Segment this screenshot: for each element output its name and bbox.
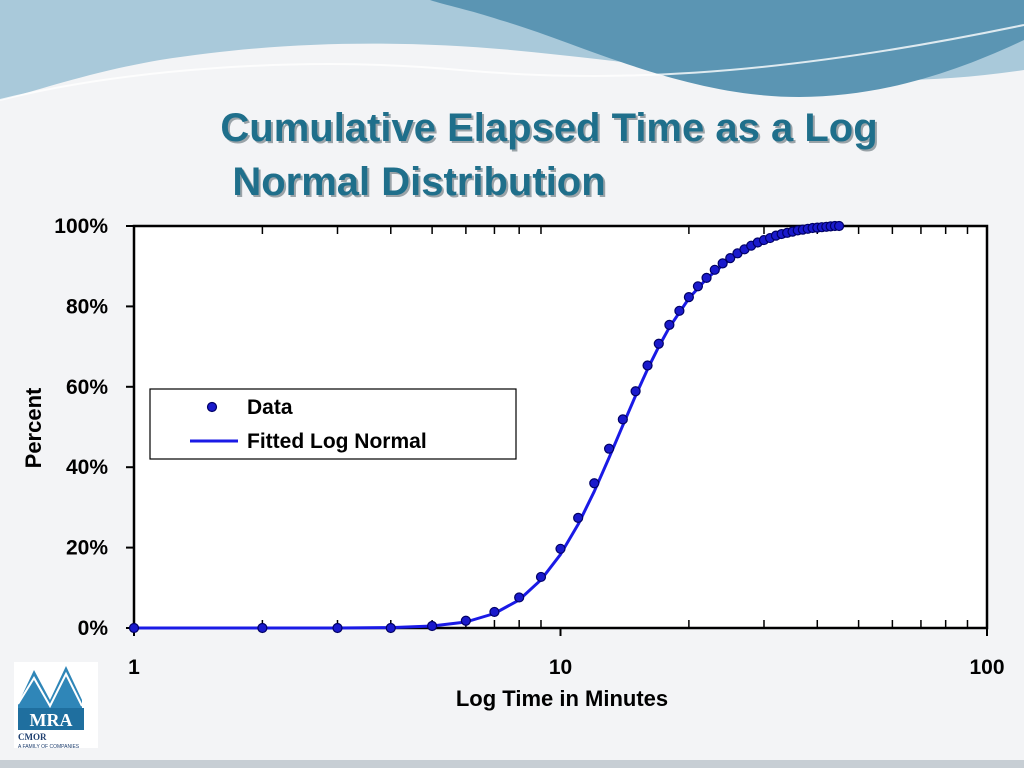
legend-label-data: Data	[247, 396, 293, 419]
data-point	[653, 338, 664, 349]
logo-subtext: CMOR	[18, 732, 47, 742]
data-point	[460, 615, 471, 626]
series-layer	[128, 220, 845, 634]
y-tick-label: 80%	[66, 295, 108, 318]
data-point	[692, 281, 704, 292]
slide-title-line-1: Cumulative Elapsed Time as a Log	[220, 106, 878, 150]
x-axis-ticks: 1 10 100	[128, 628, 1005, 679]
bottom-bar	[0, 760, 1024, 768]
data-point	[617, 414, 628, 425]
logo-text: MRA	[30, 710, 73, 730]
data-point	[589, 478, 600, 489]
y-axis-ticks: 0% 20% 40% 60% 80% 100%	[54, 215, 134, 640]
data-point	[257, 622, 268, 634]
y-tick-label: 100%	[54, 215, 108, 238]
y-tick-label: 40%	[66, 456, 108, 479]
data-point	[630, 386, 641, 397]
mra-logo: MRA CMOR A FAMILY OF COMPANIES	[12, 660, 102, 752]
data-point	[128, 622, 140, 634]
x-tick-label: 1	[128, 656, 140, 679]
data-point	[514, 592, 525, 603]
data-point	[642, 360, 653, 371]
x-axis-title: Log Time in Minutes	[456, 686, 668, 711]
data-point	[674, 305, 685, 316]
data-point	[385, 622, 396, 634]
legend: Data Fitted Log Normal	[149, 388, 517, 460]
data-point	[603, 443, 615, 454]
data-point	[427, 620, 438, 632]
y-tick-label: 60%	[66, 376, 108, 399]
data-point	[833, 220, 845, 232]
data-point	[683, 292, 694, 303]
data-point	[709, 264, 720, 275]
legend-box	[149, 388, 517, 460]
data-point	[701, 272, 712, 283]
y-axis-title: Percent	[21, 387, 46, 468]
x-tick-label: 10	[549, 656, 572, 679]
data-point	[535, 571, 547, 583]
x-tick-label: 100	[969, 656, 1004, 679]
data-point	[573, 512, 584, 523]
y-tick-label: 0%	[78, 617, 109, 640]
data-point	[332, 622, 343, 634]
data-point	[555, 543, 566, 554]
legend-label-fitted: Fitted Log Normal	[247, 430, 427, 453]
header-wave-decoration	[0, 0, 1024, 101]
data-point	[725, 253, 736, 264]
legend-marker-data	[206, 401, 218, 413]
slide-title-line-2: Normal Distribution	[232, 160, 606, 204]
data-point	[717, 258, 728, 269]
logo-fine-print: A FAMILY OF COMPANIES	[18, 744, 80, 750]
data-point	[489, 606, 500, 618]
y-tick-label: 20%	[66, 537, 108, 560]
data-point	[664, 319, 675, 330]
